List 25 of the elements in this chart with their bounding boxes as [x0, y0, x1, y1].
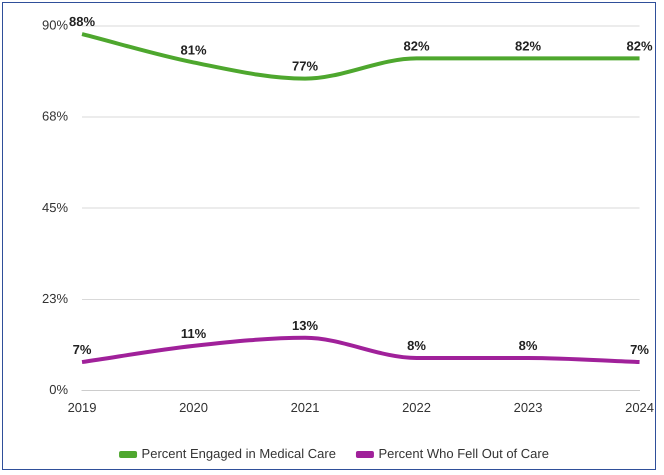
x-tick-label: 2024: [625, 400, 654, 415]
y-tick-label: 23%: [42, 290, 68, 306]
y-tick-label: 0%: [49, 382, 68, 397]
data-label: 81%: [180, 42, 207, 58]
data-label: 7%: [72, 342, 92, 358]
data-label: 8%: [518, 338, 538, 354]
legend-label: Percent Who Fell Out of Care: [378, 446, 549, 462]
data-label: 7%: [630, 342, 650, 358]
x-tick-label: 2022: [402, 400, 431, 415]
data-label: 11%: [180, 326, 207, 341]
y-tick-label: 68%: [42, 108, 68, 124]
data-label: 82%: [404, 38, 430, 54]
data-label: 77%: [292, 58, 318, 74]
y-tick-label: 45%: [42, 200, 68, 215]
data-label: 82%: [626, 38, 653, 54]
legend-label: Percent Engaged in Medical Care: [142, 446, 336, 462]
data-label: 8%: [407, 338, 426, 354]
data-label: 13%: [292, 318, 318, 333]
data-label: 88%: [69, 14, 96, 30]
x-tick-label: 2019: [68, 400, 96, 415]
y-tick-label: 90%: [42, 18, 68, 33]
x-tick-label: 2021: [290, 400, 320, 415]
x-tick-label: 2020: [179, 400, 208, 415]
x-tick-label: 2023: [514, 400, 542, 415]
data-label: 82%: [515, 38, 542, 54]
